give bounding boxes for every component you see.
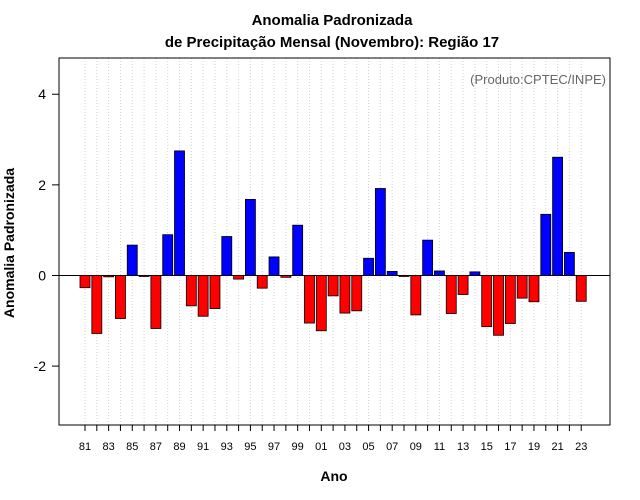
- x-tick-label: 01: [315, 441, 327, 453]
- bar-2019: [528, 275, 540, 303]
- bar-2021: [552, 156, 563, 276]
- bar-2014: [469, 271, 481, 276]
- y-axis: -2 0 2 4: [34, 86, 59, 374]
- y-tick-label: 0: [38, 267, 46, 283]
- y-tick-label: 4: [38, 86, 46, 102]
- bar-2001: [315, 275, 327, 332]
- bar-1992: [209, 275, 221, 309]
- bar-1983: [103, 275, 115, 278]
- bar-1984: [115, 275, 126, 319]
- x-tick-label: 87: [150, 441, 162, 453]
- bar-1990: [185, 275, 197, 307]
- source-note: (Produto:CPTEC/INPE): [470, 72, 606, 87]
- bar-2018: [516, 275, 528, 299]
- vertical-grid: [84, 58, 582, 425]
- bar-1981: [79, 275, 91, 289]
- bar-2009: [410, 275, 422, 316]
- bar-2005: [363, 257, 374, 276]
- bar-2006: [374, 188, 386, 276]
- bar-1986: [138, 275, 150, 277]
- x-tick-label: 81: [79, 441, 91, 453]
- bar-1982: [91, 275, 103, 334]
- x-tick-label: 11: [434, 441, 445, 453]
- bar-1994: [233, 275, 244, 280]
- bar-2022: [564, 251, 575, 276]
- bar-2011: [434, 270, 445, 276]
- x-axis: 81 83 85 87 89 91 93 95 97 99 01 03 05 07 09 11 13 15 17 19…: [79, 425, 587, 453]
- x-tick-label: 23: [575, 441, 587, 453]
- x-tick-label: 99: [292, 441, 304, 453]
- x-tick-label: 09: [410, 441, 422, 453]
- bar-1999: [292, 224, 304, 276]
- bar-1987: [150, 275, 162, 329]
- x-tick-label: 17: [504, 441, 516, 453]
- x-tick-label: 21: [551, 441, 563, 453]
- bar-2002: [327, 275, 339, 297]
- x-tick-label: 85: [126, 441, 138, 453]
- bar-1988: [162, 234, 174, 276]
- bar-2017: [504, 275, 516, 324]
- bar-1996: [256, 275, 268, 289]
- x-tick-label: 95: [244, 441, 256, 453]
- bar-1997: [268, 256, 280, 276]
- bar-2013: [457, 275, 469, 295]
- y-axis-title: Anomalia Padronizada: [1, 168, 17, 318]
- bar-2000: [304, 275, 315, 324]
- chart-subtitle: de Precipitação Mensal (Novembro): Regiã…: [165, 34, 499, 51]
- bar-1998: [280, 275, 292, 278]
- chart-title: Anomalia Padronizada: [252, 12, 414, 29]
- bar-2008: [398, 275, 410, 277]
- x-tick-label: 83: [103, 441, 115, 453]
- x-tick-label: 07: [386, 441, 398, 453]
- x-tick-label: 13: [457, 441, 469, 453]
- x-tick-label: 03: [339, 441, 351, 453]
- bar-2015: [481, 275, 493, 328]
- x-tick-label: 91: [197, 441, 209, 453]
- x-tick-label: 89: [173, 441, 185, 453]
- y-tick-label: 2: [38, 177, 46, 193]
- bar-2007: [386, 271, 398, 276]
- bar-2016: [493, 275, 504, 336]
- bar-2004: [351, 275, 363, 312]
- bars: [79, 150, 587, 336]
- x-tick-label: 93: [221, 441, 233, 453]
- bar-1995: [245, 198, 256, 276]
- x-axis-title: Ano: [320, 468, 347, 484]
- bar-1989: [174, 150, 185, 276]
- y-tick-label: -2: [34, 358, 47, 374]
- plot-frame: [58, 57, 611, 426]
- bar-1991: [197, 275, 209, 317]
- bar-2020: [540, 213, 552, 276]
- bar-2003: [339, 275, 351, 314]
- bar-1985: [126, 244, 138, 276]
- bar-2010: [422, 239, 434, 276]
- x-tick-label: 05: [362, 441, 374, 453]
- bar-2012: [445, 275, 457, 314]
- bar-1993: [221, 236, 233, 276]
- x-tick-label: 19: [528, 441, 540, 453]
- bar-2023: [575, 275, 587, 302]
- x-tick-label: 15: [481, 441, 493, 453]
- x-tick-label: 97: [268, 441, 280, 453]
